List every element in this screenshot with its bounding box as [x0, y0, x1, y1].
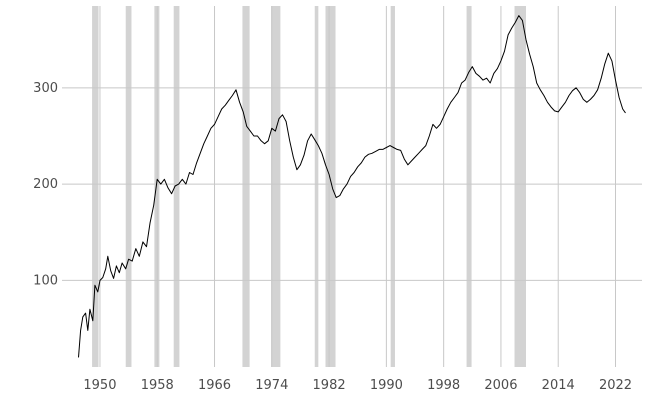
- shaded-period-9: [390, 6, 395, 367]
- x-tick-label-1950: 1950: [83, 378, 116, 393]
- y-axis-tick-labels: 100 200 300: [33, 81, 58, 289]
- shaded-period-7: [314, 6, 319, 367]
- x-tick-label-1990: 1990: [370, 378, 403, 393]
- shaded-period-5: [242, 6, 250, 367]
- x-tick-label-2014: 2014: [542, 378, 575, 393]
- shaded-period-4: [173, 6, 180, 367]
- x-tick-label-2006: 2006: [484, 378, 517, 393]
- x-tick-label-1958: 1958: [141, 378, 174, 393]
- y-tick-label-200: 200: [33, 177, 58, 192]
- x-tick-label-1974: 1974: [255, 378, 288, 393]
- shaded-period-6: [271, 6, 281, 367]
- series-group: [78, 15, 626, 358]
- shaded-period-1: [92, 6, 99, 367]
- y-tick-label-300: 300: [33, 81, 58, 96]
- series-line-1: [78, 15, 626, 358]
- shaded-period-11: [514, 6, 526, 367]
- shaded-period-10: [466, 6, 472, 367]
- shaded-period-8: [325, 6, 336, 367]
- gridlines: [62, 6, 642, 367]
- x-tick-label-1982: 1982: [313, 378, 346, 393]
- x-tick-label-2022: 2022: [599, 378, 632, 393]
- shaded-period-2: [125, 6, 132, 367]
- y-tick-label-100: 100: [33, 273, 58, 288]
- x-tick-label-1966: 1966: [198, 378, 231, 393]
- x-axis-tick-labels: 1950 1958 1966 1974 1982 1990 1998 2006 2014 2022: [83, 378, 632, 393]
- x-tick-label-1998: 1998: [427, 378, 460, 393]
